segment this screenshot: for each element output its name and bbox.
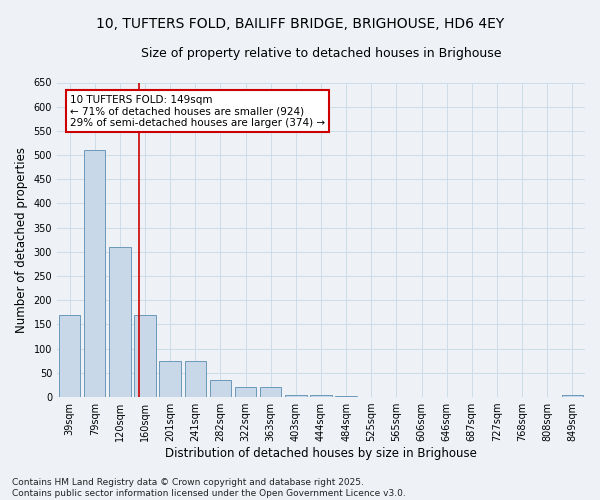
Bar	[160, 361, 181, 397]
Bar	[109, 247, 131, 397]
Bar	[210, 380, 231, 397]
Bar	[134, 315, 156, 397]
Bar	[310, 394, 332, 397]
Bar	[235, 388, 256, 397]
Bar	[335, 396, 357, 397]
Bar	[59, 315, 80, 397]
Text: 10 TUFTERS FOLD: 149sqm
← 71% of detached houses are smaller (924)
29% of semi-d: 10 TUFTERS FOLD: 149sqm ← 71% of detache…	[70, 94, 325, 128]
Text: Contains HM Land Registry data © Crown copyright and database right 2025.
Contai: Contains HM Land Registry data © Crown c…	[12, 478, 406, 498]
Bar	[285, 394, 307, 397]
Bar	[185, 361, 206, 397]
Bar	[260, 388, 281, 397]
Text: 10, TUFTERS FOLD, BAILIFF BRIDGE, BRIGHOUSE, HD6 4EY: 10, TUFTERS FOLD, BAILIFF BRIDGE, BRIGHO…	[96, 18, 504, 32]
X-axis label: Distribution of detached houses by size in Brighouse: Distribution of detached houses by size …	[165, 447, 477, 460]
Y-axis label: Number of detached properties: Number of detached properties	[15, 147, 28, 333]
Bar	[84, 150, 106, 397]
Bar	[562, 395, 583, 397]
Title: Size of property relative to detached houses in Brighouse: Size of property relative to detached ho…	[141, 48, 501, 60]
